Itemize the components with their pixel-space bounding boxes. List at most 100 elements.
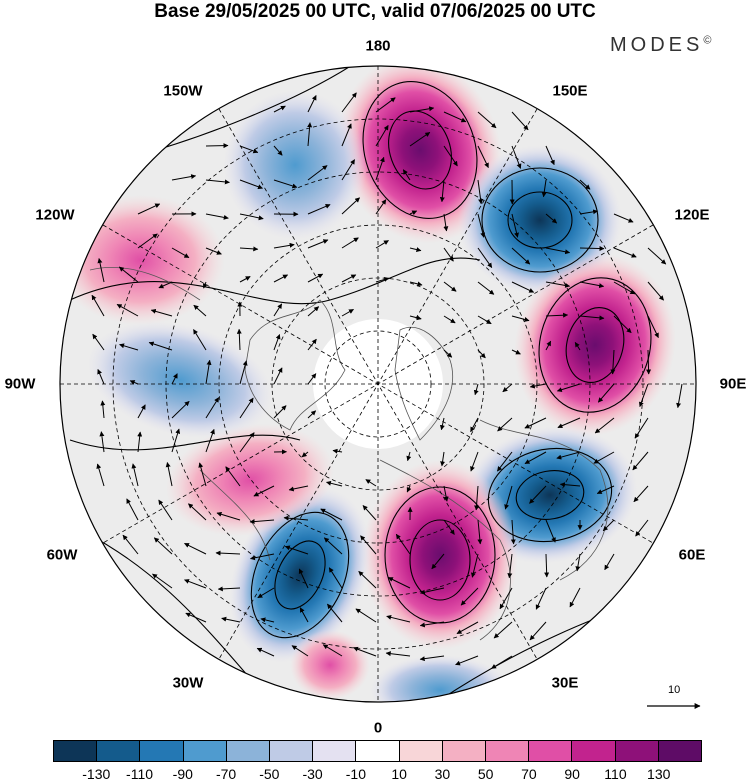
colorbar-tick-label: -130 [82,766,111,782]
wind-vector [507,553,513,579]
wind-vector [596,485,615,494]
colorbar-swatch [270,740,314,762]
colorbar-tick-label: 50 [477,766,494,782]
wind-vector [205,428,215,453]
wind-vector [477,213,486,238]
wind-vector [610,349,616,375]
wind-vector [455,655,479,666]
wind-vector [171,373,178,385]
wind-vector [676,383,683,409]
wind-vector [365,479,377,487]
wind-vector [535,587,547,610]
lon-label-30e: 30E [551,674,579,692]
colorbar-tick-label: 10 [391,766,407,782]
wind-vector [579,281,605,289]
wind-vector [439,179,445,203]
anomaly-cell-neg [223,90,367,240]
wind-vector [239,397,254,419]
wind-vector [545,281,571,288]
wind-vector [353,646,377,657]
map-title: Base 29/05/2025 00 UTC, valid 07/06/2025… [154,1,596,22]
wind-vector [291,645,309,657]
modes-logo: MODES© [610,34,711,57]
wind-vector [406,485,412,493]
colorbar-tick-label: 70 [521,766,537,782]
wind-vector [375,277,390,283]
wind-vector [323,537,343,555]
colorbar-swatch [572,740,616,762]
wind-vector [273,105,286,113]
wind-vector [239,213,264,221]
colorbar-tick-label: 90 [564,766,580,782]
colorbar-tick-label: -10 [345,766,366,782]
wind-vector [129,380,139,385]
wind-vector [193,329,207,351]
wind-vector [205,359,212,385]
wind-vector [119,343,139,351]
wind-vector [158,499,173,521]
map-border [59,65,697,703]
wind-vector [511,281,535,293]
wind-vector [497,417,513,432]
wind-vector [97,369,105,385]
wind-vector [594,417,615,434]
lon-label-60w: 60W [46,546,78,564]
wind-vector [443,213,449,232]
wind-vector [593,451,615,464]
wind-vector [273,334,281,351]
wind-vector [205,143,229,149]
wind-vector [541,179,547,198]
wind-vector [122,534,139,555]
wind-vector [431,553,445,570]
anomaly-cell-neg [87,321,273,439]
wind-vector [375,124,389,147]
colorbar-tick-label: -110 [126,766,154,782]
wind-vector [638,383,649,408]
wind-vector [171,247,190,259]
wind-vector [402,169,411,181]
lon-label-0: 0 [373,719,383,737]
wind-vector [284,545,309,555]
colorbar-tick-label: -70 [215,766,237,782]
wind-vector [497,451,513,472]
colorbar-tick-label: 30 [434,766,451,782]
wind-vector [239,246,259,252]
wind-vector [375,156,385,181]
wind-vector [375,97,396,113]
wind-vector [545,340,552,351]
wind-vector [409,210,418,216]
brand-text: MODES [610,34,704,56]
wind-vector [375,240,389,249]
wind-vector [470,553,479,578]
wind-vector [409,281,423,287]
wind-vector [298,568,309,589]
wind-vector [99,431,105,453]
wind-vector [320,508,343,521]
lon-label-60e: 60E [678,546,706,564]
colorbar [53,740,703,762]
wind-vector [236,328,242,351]
colorbar-tick-label: -90 [172,766,193,782]
wind-vector [260,617,275,623]
wind-vector [511,145,522,169]
wind-vector [273,179,298,189]
wind-vector [148,341,173,351]
wind-vector [341,92,357,113]
wind-vector [216,511,241,521]
colorbar-swatch [442,740,487,762]
wind-vector [470,451,479,472]
colorbar-tick-label: 110 [604,766,627,782]
wind-vector [307,165,328,181]
wind-vector [557,417,581,429]
wind-vector [493,621,513,639]
wind-vector [409,247,422,252]
coastlines [89,266,609,641]
wind-vector [171,400,190,419]
wind-vector [205,247,222,255]
wind-vector [385,651,411,657]
anomaly-cell-pos [338,66,502,244]
lon-label-120w: 120W [35,206,75,224]
anomaly-cell-pos [60,195,225,325]
wind-vector [613,281,636,295]
